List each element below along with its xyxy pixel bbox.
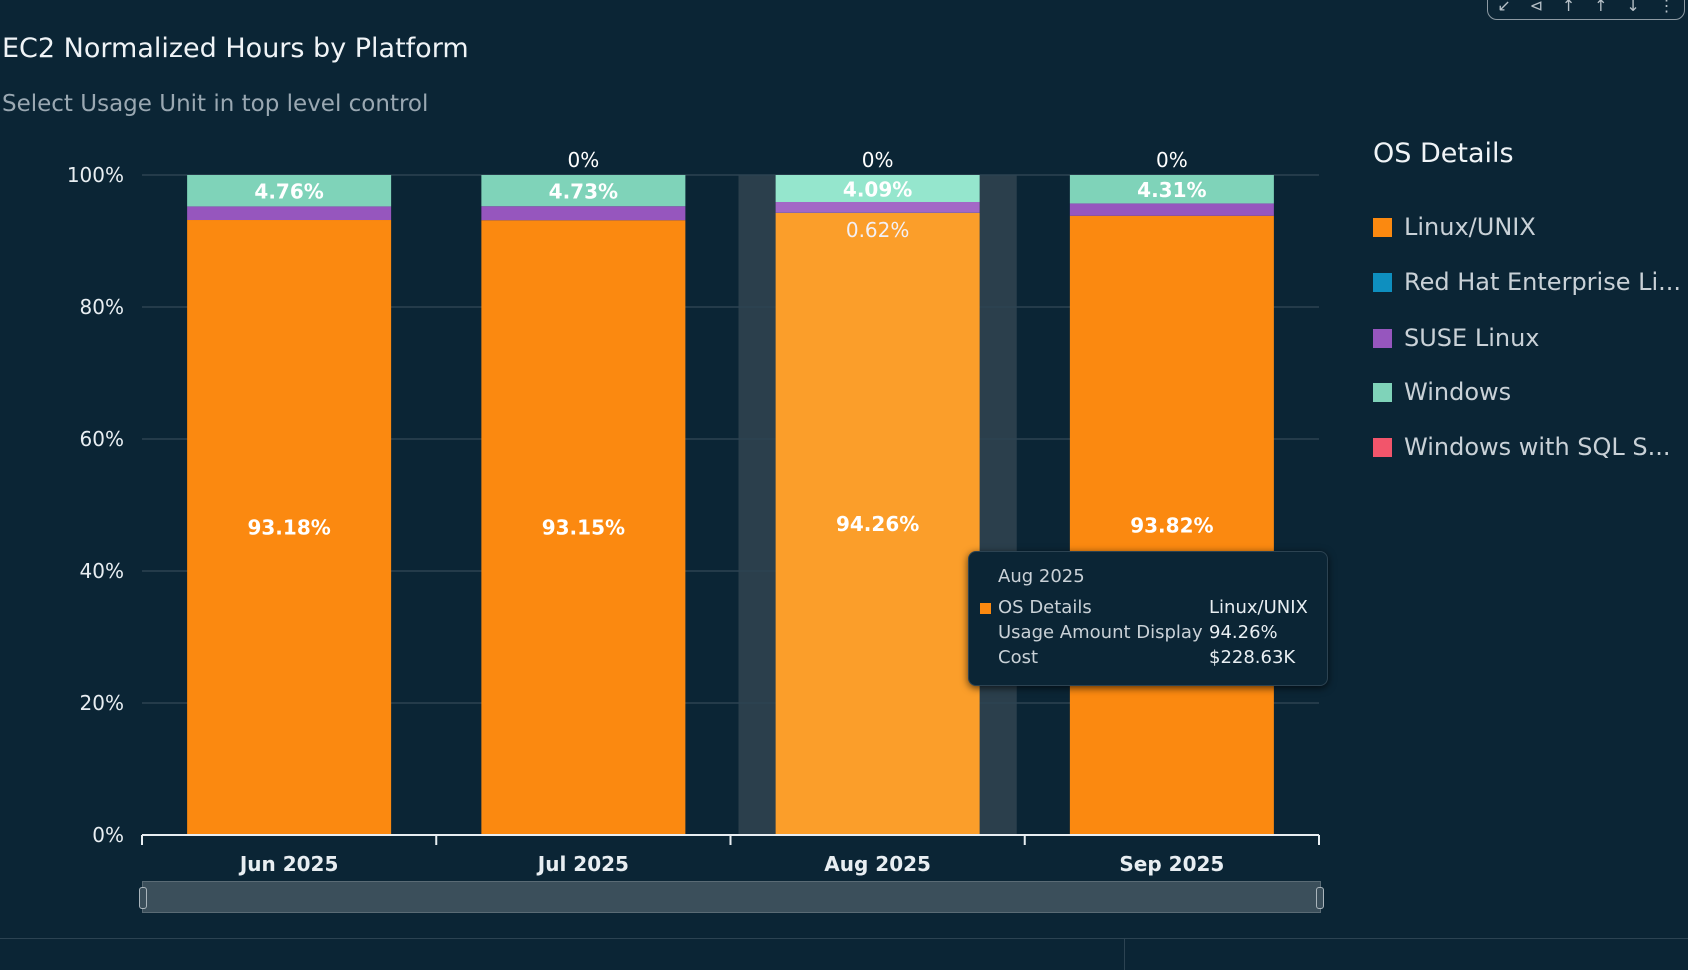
data-label: 94.26% <box>836 512 919 536</box>
y-tick-label: 60% <box>80 427 124 451</box>
data-label: 93.15% <box>542 516 625 540</box>
data-label: 4.73% <box>549 180 618 204</box>
y-tick-label: 80% <box>80 295 124 319</box>
bar-segment <box>187 220 392 836</box>
legend-item[interactable]: Linux/UNIX <box>1373 213 1536 241</box>
bar-segment <box>481 206 686 221</box>
bar-segment <box>775 201 980 213</box>
data-label: 93.82% <box>1130 513 1213 537</box>
bar-segment <box>775 212 980 835</box>
collapse-icon[interactable]: ↙ <box>1497 0 1511 15</box>
data-label: 0.62% <box>846 218 910 242</box>
scroll-handle-right[interactable] <box>1316 887 1324 909</box>
chart-scrollbar[interactable] <box>139 881 1324 913</box>
data-label: 0% <box>568 148 600 172</box>
data-label: 0% <box>1156 148 1188 172</box>
x-tick-label: Aug 2025 <box>824 852 931 876</box>
legend-label: SUSE Linux <box>1404 324 1540 352</box>
x-tick-label: Jun 2025 <box>238 852 339 876</box>
divider <box>0 938 1688 939</box>
tooltip-value: Linux/UNIX <box>1209 597 1308 618</box>
bar-segment <box>775 175 980 202</box>
y-tick-label: 40% <box>80 559 124 583</box>
bar-segment <box>187 175 392 207</box>
data-label: 0% <box>862 148 894 172</box>
bar-segment <box>481 175 686 207</box>
legend-swatch <box>1373 328 1392 348</box>
tooltip-value: $228.63K <box>1209 647 1296 668</box>
tooltip-value: 94.26% <box>1209 622 1278 643</box>
x-tick-label: Jul 2025 <box>536 852 629 876</box>
legend-label: Windows with SQL S... <box>1404 433 1671 461</box>
y-tick-label: 20% <box>80 691 124 715</box>
legend-swatch <box>1373 382 1392 402</box>
data-label: 4.09% <box>843 177 912 201</box>
bar-segment <box>1069 175 1274 204</box>
legend-label: Windows <box>1404 378 1512 406</box>
more-vertical-icon[interactable]: ⋮ <box>1658 0 1675 15</box>
visual-toolbar: ↙ ⊲ ↑ ↑ ↓ ⋮ <box>1487 0 1685 20</box>
data-label: 4.31% <box>1137 178 1206 202</box>
legend-swatch <box>1373 437 1392 457</box>
legend-item[interactable]: Windows with SQL S... <box>1373 433 1671 461</box>
legend-swatch <box>1373 272 1392 292</box>
legend-swatch <box>1373 217 1392 237</box>
scroll-handle-left[interactable] <box>139 887 147 909</box>
download-icon[interactable]: ↓ <box>1626 0 1640 15</box>
legend-label: Linux/UNIX <box>1404 213 1536 241</box>
tooltip-swatch <box>980 603 991 614</box>
sort-icon[interactable]: ↑ <box>1594 0 1608 15</box>
chart-subtitle: Select Usage Unit in top level control <box>2 91 429 117</box>
legend-item[interactable]: Red Hat Enterprise Li... <box>1373 268 1681 296</box>
bar-segment <box>1069 215 1274 836</box>
bar-segment <box>187 206 392 221</box>
tooltip-label: Usage Amount Display <box>998 622 1203 643</box>
tooltip-label: Cost <box>998 647 1039 668</box>
sort-icon[interactable]: ↑ <box>1561 0 1576 15</box>
legend-item[interactable]: Windows <box>1373 378 1511 406</box>
tooltip: Aug 2025 OS Details Linux/UNIX Usage Amo… <box>968 551 1328 686</box>
data-label: 4.76% <box>254 180 323 204</box>
legend-label: Red Hat Enterprise Li... <box>1404 268 1682 296</box>
chart-title: EC2 Normalized Hours by Platform <box>2 33 469 64</box>
legend-title: OS Details <box>1373 138 1514 169</box>
tooltip-title: Aug 2025 <box>998 566 1085 587</box>
data-label: 93.18% <box>247 516 330 540</box>
legend-item[interactable]: SUSE Linux <box>1373 324 1540 352</box>
tooltip-label: OS Details <box>998 597 1092 618</box>
y-tick-label: 100% <box>67 163 124 187</box>
divider <box>1124 938 1125 970</box>
x-tick-label: Sep 2025 <box>1119 852 1224 876</box>
bar-segment <box>481 220 686 835</box>
y-tick-label: 0% <box>92 823 124 847</box>
filter-icon[interactable]: ⊲ <box>1529 0 1544 15</box>
bar-segment <box>1069 203 1274 216</box>
